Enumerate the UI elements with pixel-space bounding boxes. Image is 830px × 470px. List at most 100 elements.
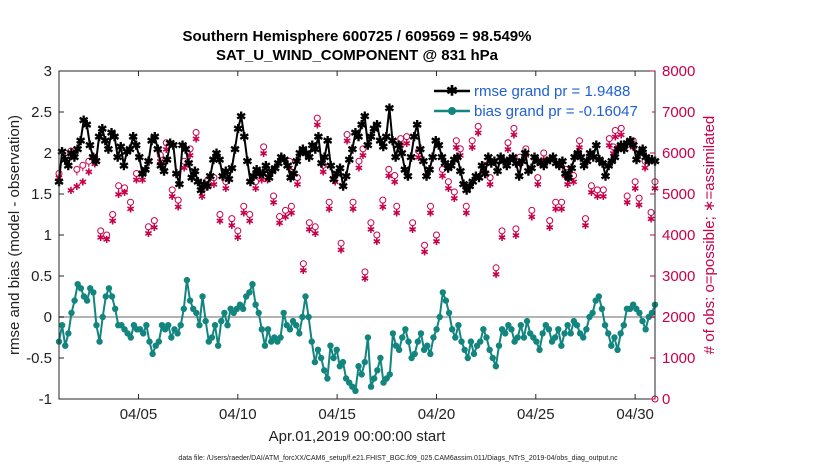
bias-point [604,330,612,337]
rmse-point: ✱ [218,169,228,183]
obs-assimilated-marker: ✱ [569,178,577,189]
rmse-point: ✱ [644,155,654,169]
rmse-point: ✱ [279,153,289,167]
bias-point [311,358,319,366]
rmse-point: ✱ [468,175,478,189]
bias-point [108,293,116,300]
y-axis-ticks: -1 -0.5 0 0.5 1 1.5 2 2.5 3 [26,63,64,408]
bias-point [327,342,334,349]
bias-point [514,334,521,341]
bias-point [246,289,253,296]
rmse-point: ✱ [286,171,296,185]
bias-point [395,346,403,353]
rmse-point: ✱ [140,163,150,177]
rmse-point: ✱ [576,151,586,165]
obs-assimilated-marker: ✱ [551,204,559,215]
bias-point [324,375,331,382]
obs-assimilated-marker: ✱ [605,141,613,152]
bias-point [214,342,222,349]
obs-assimilated-marker: ✱ [293,180,301,191]
rmse-point: ✱ [270,161,280,175]
bias-point [186,297,194,304]
rmse-point: ✱ [144,155,154,169]
rmse-point: ✱ [310,142,320,156]
y-right-tick-label: 2000 [662,309,695,326]
chart-subtitle: SAT_U_WIND_COMPONENT @ 831 hPa [216,47,499,64]
rmse-point: ✱ [440,156,450,170]
legend-box [430,78,652,122]
bias-point [448,326,456,333]
bias-point [386,371,393,378]
bias-point [405,338,412,345]
obs-assimilated-marker: ✱ [192,135,200,146]
bias-point [580,334,587,341]
rmse-point: ✱ [567,161,577,175]
obs-assimilated-marker: ✱ [408,225,416,236]
rmse-point: ✱ [165,137,175,151]
obs-assimilated-marker: ✱ [331,178,339,189]
bias-point [583,326,590,333]
y-right-tick-label: 1000 [662,350,695,367]
rmse-point: ✱ [418,155,428,169]
rmse-point: ✱ [320,151,330,165]
bias-point [402,326,409,333]
obs-assimilated-marker: ✱ [91,159,99,170]
x-tick-label: 04/30 [616,406,654,423]
obs-assimilated-marker: ✱ [456,151,464,162]
rmse-point: ✱ [196,183,206,197]
rmse-point: ✱ [57,145,67,159]
rmse-point: ✱ [326,159,336,173]
obs-assimilated-marker: ✱ [498,233,506,244]
obs-assimilated-marker: ✱ [198,192,206,203]
obs-assimilated-marker: ✱ [186,151,194,162]
rmse-point: ✱ [539,159,549,173]
bias-point [105,285,113,292]
bias-point [483,334,490,341]
x-tick-label: 04/05 [120,406,158,423]
bias-point [102,293,110,300]
rmse-point: ✱ [455,165,465,179]
rmse-point: ✱ [366,130,376,144]
rmse-point: ✱ [517,155,527,169]
bias-point [639,317,646,325]
rmse-point: ✱ [177,138,187,152]
rmse-point: ✱ [258,167,268,181]
bias-point [202,317,209,325]
y-tick-label: 2 [44,145,52,162]
bias-point [299,313,306,321]
rmse-point: ✱ [295,147,305,161]
bias-point [455,322,462,329]
rmse-point: ✱ [536,156,546,170]
x-tick-label: 04/15 [318,406,356,423]
bias-point [221,309,228,317]
rmse-point: ✱ [122,145,132,159]
rmse-point: ✱ [604,159,614,173]
obs-assimilated-marker: ✱ [305,225,313,236]
bias-point [364,334,372,341]
rmse-point: ✱ [162,153,172,167]
bias-point [249,281,256,288]
bias-point [461,346,468,353]
y-right-tick-label: 7000 [662,104,695,121]
rmse-point: ✱ [588,151,598,165]
rmse-point: ✱ [443,161,453,175]
bias-point [517,322,525,329]
obs-assimilated-marker: ✱ [240,208,248,219]
obs-assimilated-marker: ✱ [623,198,631,209]
bias-point [608,342,615,349]
y-right-tick-label: 4000 [662,227,695,244]
rmse-point: ✱ [573,147,583,161]
rmse-point: ✱ [347,142,357,156]
rmse-point: ✱ [94,130,104,144]
bias-point [648,309,656,317]
rmse-point: ✱ [585,147,595,161]
bias-point [286,326,294,333]
bias-point [330,354,337,362]
rmse-series: ✱✱✱✱✱✱✱✱✱✱✱✱✱✱✱✱✱✱✱✱✱✱✱✱✱✱✱✱✱✱✱✱✱✱✱✱✱✱✱✱… [54,101,660,197]
rmse-point: ✱ [106,126,116,140]
rmse-point: ✱ [622,137,632,151]
rmse-point: ✱ [523,165,533,179]
obs-assimilated-marker: ✱ [641,163,649,174]
bias-point [314,346,322,353]
rmse-point: ✱ [193,175,203,189]
